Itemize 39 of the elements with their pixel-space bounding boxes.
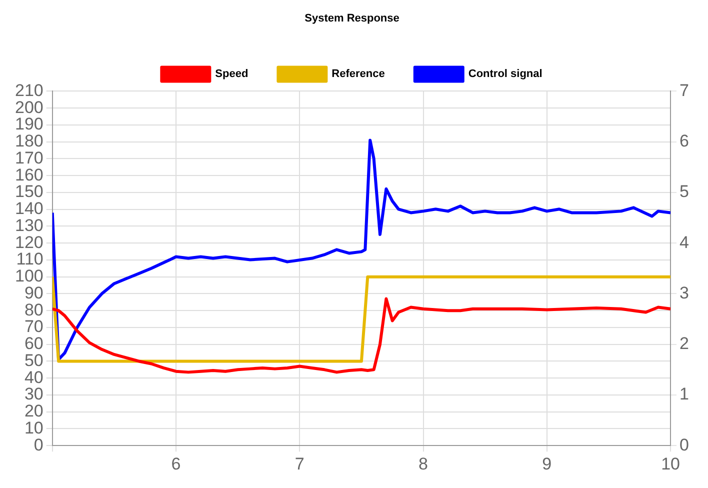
y-tick-label: 20 — [24, 402, 44, 421]
y2-tick-label: 6 — [680, 132, 690, 151]
y-tick-label: 110 — [16, 250, 44, 269]
y-tick-label: 160 — [14, 165, 44, 184]
y2-tick-label: 7 — [680, 80, 690, 100]
legend-label: Speed — [215, 68, 248, 80]
y2-tick-label: 5 — [680, 182, 690, 202]
y-tick-label: 60 — [24, 334, 44, 354]
y-tick-label: 180 — [14, 132, 44, 151]
y2-tick-label: 4 — [680, 232, 690, 252]
y-tick-label: 80 — [24, 300, 44, 320]
x-tick-label: 10 — [661, 454, 680, 474]
chart-title: System Response — [304, 12, 400, 25]
y-tick-label: 130 — [14, 216, 44, 235]
y-tick-label: 0 — [34, 435, 44, 454]
x-tick-label: 9 — [542, 454, 552, 474]
y-tick-label: 190 — [14, 114, 44, 134]
y2-tick-label: 1 — [680, 384, 690, 404]
y-tick-label: 120 — [14, 232, 44, 252]
y-tick-label: 210 — [14, 80, 44, 100]
y-tick-label: 40 — [24, 368, 44, 387]
y2-tick-label: 0 — [680, 435, 690, 454]
y-tick-label: 70 — [24, 317, 44, 336]
y-tick-label: 10 — [24, 418, 44, 438]
y-tick-label: 30 — [24, 384, 44, 404]
x-tick-label: 7 — [294, 454, 304, 474]
y-tick-label: 50 — [24, 350, 44, 370]
y-tick-label: 140 — [14, 199, 44, 218]
x-tick-label: 8 — [418, 454, 428, 474]
legend-label: Reference — [332, 68, 385, 80]
legend-label: Control signal — [468, 68, 542, 80]
y2-tick-label: 2 — [680, 334, 690, 354]
y2-tick-label: 3 — [680, 283, 690, 302]
y-tick-label: 200 — [14, 98, 44, 117]
x-tick-label: 6 — [171, 454, 181, 474]
y-tick-label: 90 — [24, 283, 44, 302]
y-tick-label: 100 — [14, 266, 44, 286]
y-tick-label: 150 — [14, 182, 44, 202]
y-tick-label: 170 — [14, 148, 44, 168]
